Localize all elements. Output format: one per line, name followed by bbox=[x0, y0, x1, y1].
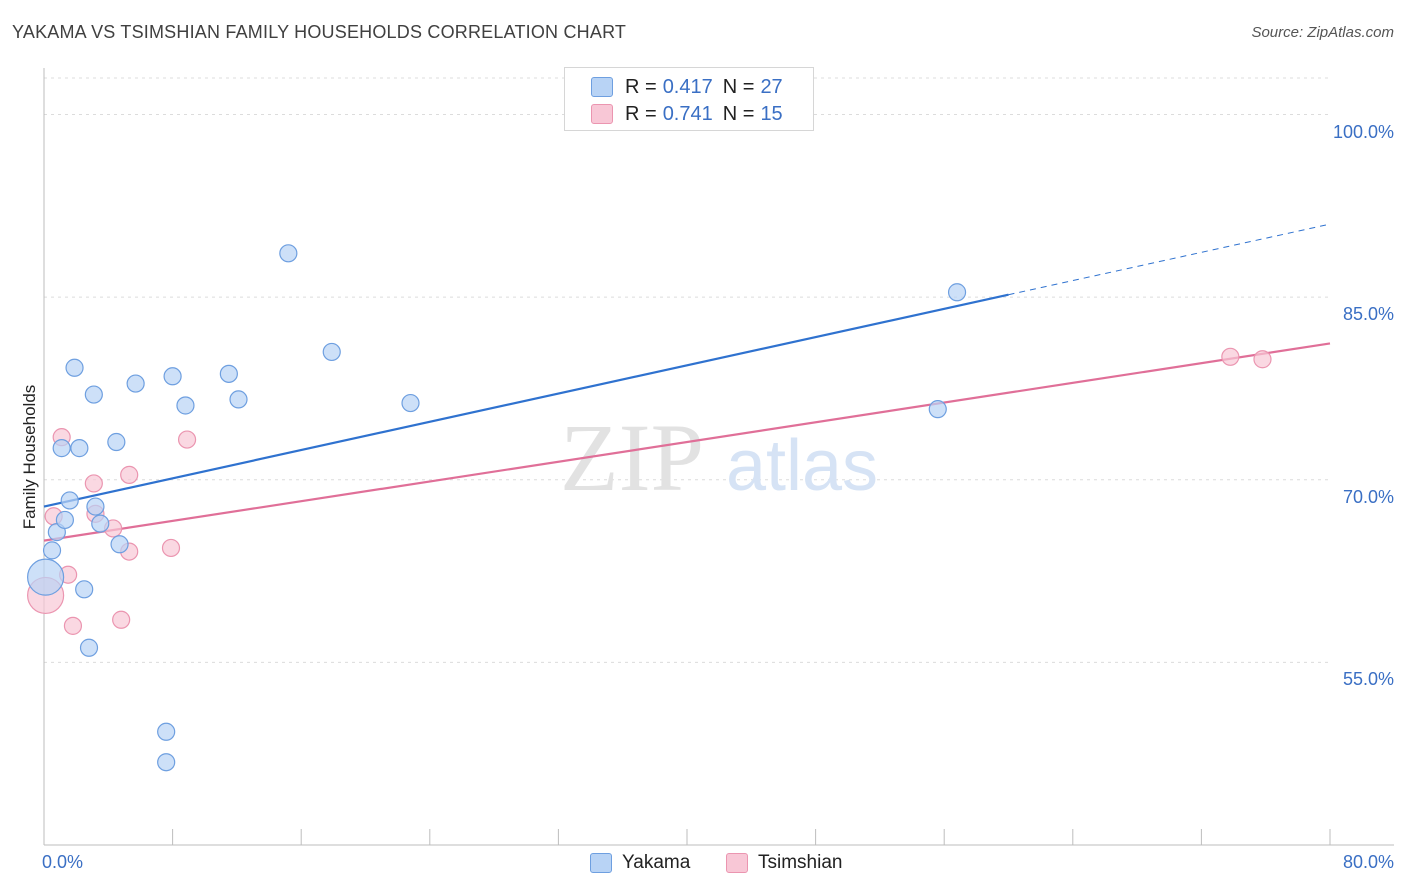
chart-title: YAKAMA VS TSIMSHIAN FAMILY HOUSEHOLDS CO… bbox=[12, 22, 627, 42]
legend-item-tsimshian[interactable]: Tsimshian bbox=[726, 852, 842, 874]
yakama-point bbox=[75, 580, 94, 599]
y-tick-label: 55.0% bbox=[1342, 669, 1394, 690]
trend-lines bbox=[43, 223, 1331, 542]
yakama-trend-line bbox=[43, 293, 1009, 508]
yakama-point bbox=[219, 364, 238, 383]
yakama-point bbox=[52, 439, 71, 458]
tsimshian-point bbox=[63, 616, 83, 635]
yakama-point bbox=[79, 638, 99, 657]
yakama-point bbox=[176, 396, 195, 415]
legend-row-yakama: R = 0.417 N = 27 bbox=[591, 75, 789, 99]
yakama-point bbox=[107, 432, 126, 452]
yakama-point bbox=[70, 439, 89, 458]
x-tick-label-min: 0.0% bbox=[42, 852, 84, 872]
r-value: 0.741 bbox=[662, 102, 713, 125]
yakama-swatch bbox=[591, 77, 613, 97]
watermark-atlas: atlas bbox=[726, 426, 878, 506]
yakama-point bbox=[27, 558, 65, 596]
yakama-point bbox=[91, 514, 110, 533]
yakama-legend-swatch bbox=[590, 853, 612, 873]
yakama-point bbox=[126, 374, 145, 393]
x-tick-label-max: 80.0% bbox=[1342, 852, 1394, 872]
yakama-point bbox=[60, 491, 79, 510]
y-tick-label: 100.0% bbox=[1332, 121, 1394, 142]
n-label: N = bbox=[722, 102, 755, 125]
legend-item-yakama[interactable]: Yakama bbox=[590, 852, 690, 874]
yakama-legend-label: Yakama bbox=[622, 852, 691, 873]
yakama-point bbox=[42, 541, 62, 560]
tsimshian-point bbox=[120, 465, 139, 484]
yakama-point bbox=[947, 283, 967, 302]
n-value: 15 bbox=[760, 102, 783, 125]
yakama-point bbox=[55, 510, 74, 530]
yakama-point bbox=[928, 400, 947, 419]
legend-row-tsimshian: R = 0.741 N = 15 bbox=[591, 102, 789, 126]
axes bbox=[43, 68, 1394, 846]
r-label: R = bbox=[625, 102, 657, 125]
tsimshian-point bbox=[161, 538, 181, 558]
yakama-point bbox=[86, 497, 105, 516]
tsimshian-point bbox=[1221, 347, 1240, 366]
yakama-point bbox=[229, 390, 248, 409]
n-value: 27 bbox=[760, 75, 783, 98]
tsimshian-point bbox=[112, 610, 131, 629]
tsimshian-point bbox=[1253, 350, 1272, 369]
yakama-point bbox=[322, 342, 341, 362]
yakama-point bbox=[279, 244, 298, 263]
r-value: 0.417 bbox=[662, 75, 713, 98]
tsimshian-trend-line bbox=[43, 342, 1331, 542]
source-label: Source: ZipAtlas.com bbox=[1251, 24, 1394, 41]
n-label: N = bbox=[722, 75, 755, 98]
yakama-point bbox=[163, 367, 182, 386]
yakama-point bbox=[401, 393, 420, 413]
y-tick-label: 70.0% bbox=[1342, 486, 1394, 507]
yakama-trend-extension bbox=[1008, 223, 1331, 296]
tsimshian-point bbox=[177, 430, 197, 449]
tsimshian-legend-swatch bbox=[726, 853, 748, 873]
y-tick-label: 85.0% bbox=[1342, 304, 1394, 325]
tsimshian-swatch bbox=[591, 104, 613, 124]
yakama-point bbox=[110, 535, 129, 554]
yakama-point bbox=[157, 722, 176, 741]
yakama-point bbox=[157, 753, 176, 772]
yakama-point bbox=[65, 358, 84, 377]
yakama-point bbox=[84, 385, 103, 404]
tsimshian-legend-label: Tsimshian bbox=[758, 852, 843, 873]
grid-lines bbox=[44, 77, 1330, 663]
stats-legend: R = 0.417 N = 27 R = 0.741 N = 15 bbox=[564, 67, 814, 131]
r-label: R = bbox=[625, 75, 657, 98]
data-points bbox=[27, 244, 1272, 772]
tsimshian-point bbox=[84, 474, 103, 493]
